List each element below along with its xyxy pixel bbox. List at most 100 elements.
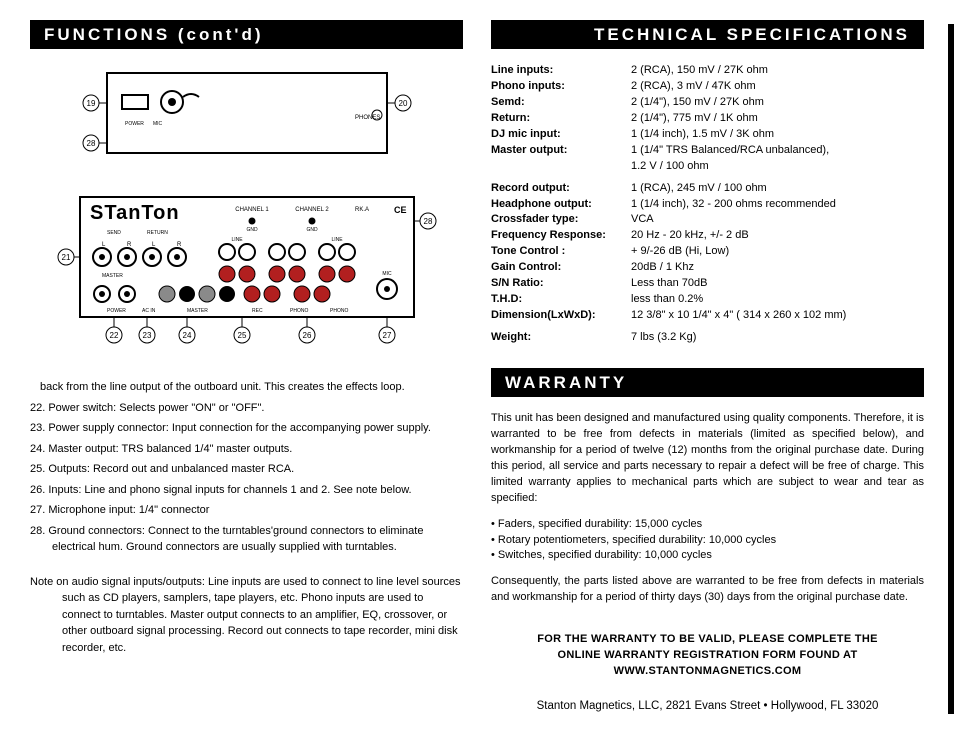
spec-label: Weight: (491, 330, 631, 346)
spec-value: 2 (RCA), 150 mV / 27K ohm (631, 63, 924, 79)
label-send: SEND (107, 230, 121, 236)
spec-value: 1 (RCA), 245 mV / 100 ohm (631, 181, 924, 197)
svg-text:24: 24 (182, 331, 191, 340)
spec-label: Frequency Response: (491, 228, 631, 244)
spec-value: 2 (1/4"), 775 mV / 1K ohm (631, 111, 924, 127)
label-return: RETURN (147, 230, 168, 236)
spec-row: Gain Control:20dB / 1 Khz (491, 260, 924, 276)
functions-list: back from the line output of the outboar… (30, 379, 463, 656)
spec-value: Less than 70dB (631, 276, 924, 292)
label-channel2: CHANNEL 2 (295, 207, 329, 213)
spec-label: DJ mic input: (491, 127, 631, 143)
spec-label: Headphone output: (491, 197, 631, 213)
page-edge (948, 24, 954, 714)
warranty-bullets: Faders, specified durability: 15,000 cyc… (491, 517, 924, 565)
spec-value: 1 (1/4 inch), 1.5 mV / 3K ohm (631, 127, 924, 143)
svg-text:23: 23 (142, 331, 151, 340)
spec-label: Phono inputs: (491, 79, 631, 95)
callout-20: 20 (398, 99, 407, 108)
warranty-cta-2: ONLINE WARRANTY REGISTRATION FORM FOUND … (491, 648, 924, 664)
spec-label: Line inputs: (491, 63, 631, 79)
spec-label: Record output: (491, 181, 631, 197)
func-note: Note on audio signal inputs/outputs: Lin… (30, 574, 463, 657)
label-channel1: CHANNEL 1 (235, 207, 269, 213)
callout-28b: 28 (423, 217, 432, 226)
top-jack-row (93, 248, 186, 266)
warranty-p1: This unit has been designed and manufact… (491, 411, 924, 507)
spec-label: Return: (491, 111, 631, 127)
front-panel-diagram: 19 20 PHONES POWER MIC 28 (77, 63, 417, 173)
func-intro: back from the line output of the outboar… (30, 379, 463, 396)
spec-value: 2 (RCA), 3 mV / 47K ohm (631, 79, 924, 95)
spec-row: Tone Control :+ 9/-26 dB (Hi, Low) (491, 244, 924, 260)
label-power-on: POWER (125, 121, 144, 127)
ce-mark: CE (394, 205, 407, 215)
spec-label: Crossfader type: (491, 212, 631, 228)
functions-title: FUNCTIONS (cont'd) (30, 20, 463, 49)
spec-value: 1 (1/4 inch), 32 - 200 ohms recommended (631, 197, 924, 213)
spec-label: Master output: (491, 143, 631, 175)
spec-value: 20dB / 1 Khz (631, 260, 924, 276)
specs-title: TECHNICAL SPECIFICATIONS (491, 20, 924, 49)
spec-label: S/N Ratio: (491, 276, 631, 292)
label-phono1: PHONO (290, 308, 308, 314)
spec-value: + 9/-26 dB (Hi, Low) (631, 244, 924, 260)
spec-row: Crossfader type:VCA (491, 212, 924, 228)
label-rec: REC (252, 308, 263, 314)
warranty-title: WARRANTY (491, 368, 924, 397)
spec-label: Tone Control : (491, 244, 631, 260)
specs-table: Line inputs:2 (RCA), 150 mV / 27K ohmPho… (491, 63, 924, 346)
label-mic-small: MIC (153, 121, 163, 127)
label-master: MASTER (102, 273, 123, 279)
spec-row: Frequency Response:20 Hz - 20 kHz, +/- 2… (491, 228, 924, 244)
spec-row: Headphone output:1 (1/4 inch), 32 - 200 … (491, 197, 924, 213)
spec-label: Gain Control: (491, 260, 631, 276)
svg-text:25: 25 (237, 331, 246, 340)
company-address: Stanton Magnetics, LLC, 2821 Evans Stree… (491, 698, 924, 715)
warranty-bullet-3: Switches, specified durability: 10,000 c… (491, 548, 924, 564)
spec-value: 2 (1/4"), 150 mV / 27K ohm (631, 95, 924, 111)
spec-label: T.H.D: (491, 292, 631, 308)
func-22: 22. Power switch: Selects power "ON" or … (30, 400, 463, 417)
spec-value: less than 0.2% (631, 292, 924, 308)
spec-value: 7 lbs (3.2 Kg) (631, 330, 924, 346)
spec-row: T.H.D:less than 0.2% (491, 292, 924, 308)
spec-row: Record output:1 (RCA), 245 mV / 100 ohm (491, 181, 924, 197)
spec-row: Dimension(LxWxD):12 3/8" x 10 1/4" x 4" … (491, 308, 924, 324)
label-rka: RK.A (354, 207, 368, 213)
label-phono2: PHONO (330, 308, 348, 314)
label-gnd1: GND (246, 227, 258, 233)
callout-28a: 28 (86, 139, 95, 148)
label-gnd2: GND (306, 227, 318, 233)
func-25: 25. Outputs: Record out and unbalanced m… (30, 461, 463, 478)
svg-text:22: 22 (109, 331, 118, 340)
func-24: 24. Master output: TRS balanced 1/4" mas… (30, 441, 463, 458)
spec-row: S/N Ratio: Less than 70dB (491, 276, 924, 292)
spec-row: Line inputs:2 (RCA), 150 mV / 27K ohm (491, 63, 924, 79)
warranty-bullet-2: Rotary potentiometers, specified durabil… (491, 533, 924, 549)
func-27: 27. Microphone input: 1/4" connector (30, 502, 463, 519)
warranty-cta-3: WWW.STANTONMAGNETICS.COM (491, 664, 924, 680)
label-line1: LINE (231, 237, 243, 243)
label-mic: MIC (382, 271, 392, 277)
brand-text: STanTon (90, 202, 180, 224)
callout-21: 21 (61, 253, 70, 262)
spec-value: 1 (1/4" TRS Balanced/RCA unbalanced), 1.… (631, 143, 924, 175)
label-line2: LINE (331, 237, 343, 243)
bottom-callouts: 22 23 24 25 26 27 (106, 317, 395, 343)
func-28: 28. Ground connectors: Connect to the tu… (30, 523, 463, 556)
warranty-cta: FOR THE WARRANTY TO BE VALID, PLEASE COM… (491, 632, 924, 680)
spec-value: VCA (631, 212, 924, 228)
svg-text:26: 26 (302, 331, 311, 340)
callout-19: 19 (86, 99, 95, 108)
spec-label: Dimension(LxWxD): (491, 308, 631, 324)
label-acin: AC IN (142, 308, 156, 314)
label-power: POWER (107, 308, 126, 314)
spec-row: Master output:1 (1/4" TRS Balanced/RCA u… (491, 143, 924, 175)
spec-value: 12 3/8" x 10 1/4" x 4" ( 314 x 260 x 102… (631, 308, 924, 324)
warranty-cta-1: FOR THE WARRANTY TO BE VALID, PLEASE COM… (491, 632, 924, 648)
func-23: 23. Power supply connector: Input connec… (30, 420, 463, 437)
spec-row: Weight:7 lbs (3.2 Kg) (491, 330, 924, 346)
spec-value: 20 Hz - 20 kHz, +/- 2 dB (631, 228, 924, 244)
rear-panel-diagram: STanTon CHANNEL 1 CHANNEL 2 RK.A CE GND … (52, 189, 442, 359)
